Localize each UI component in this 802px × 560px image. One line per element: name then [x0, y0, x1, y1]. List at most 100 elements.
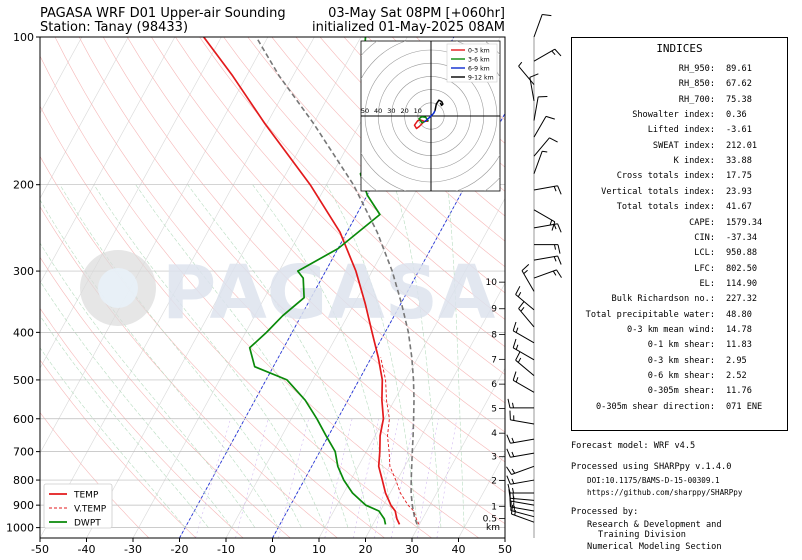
isotherm	[40, 37, 129, 199]
wind-barb	[533, 185, 562, 195]
wind-barb	[509, 410, 535, 425]
mixing-ratio-line	[278, 418, 309, 538]
y-tick-label: 600	[13, 413, 34, 426]
index-value: 11.83	[726, 340, 752, 351]
index-value: -37.34	[726, 232, 758, 243]
moist-adiabat	[40, 242, 256, 528]
processed-by: Processed by:	[571, 507, 639, 517]
wind-barb	[518, 61, 535, 85]
wind-barb	[533, 150, 548, 174]
height-label: 5	[491, 405, 497, 415]
wind-barb	[506, 434, 535, 444]
index-value: 89.61	[726, 64, 752, 74]
mixing-ratio-line	[391, 418, 415, 538]
dry-adiabat	[223, 37, 505, 320]
index-value: 950.88	[726, 248, 758, 259]
index-value: 67.62	[726, 79, 752, 90]
hodograph-ring-label: 50	[361, 107, 369, 115]
mixing-ratio-line	[374, 418, 399, 538]
wind-barb	[533, 223, 562, 233]
moist-adiabat	[447, 184, 465, 528]
height-label: 9	[491, 305, 497, 315]
index-label: Lifted index:	[647, 125, 715, 136]
height-label: 2	[491, 477, 497, 487]
index-label: Cross totals index:	[616, 171, 715, 182]
moist-adiabat	[40, 199, 279, 528]
index-label: 0-3 km mean wind:	[627, 324, 715, 335]
mixing-ratio-line	[436, 418, 458, 538]
valid-time: 03-May Sat 08PM [+060hr]	[328, 6, 505, 21]
index-label: Vertical totals index:	[601, 186, 715, 197]
hodograph-ring-label: 10	[414, 107, 422, 115]
hodograph-legend-label: 0-3 km	[468, 47, 490, 54]
wind-barb	[533, 115, 555, 138]
hodograph-legend-label: 9-12 km	[468, 74, 494, 81]
index-value: 071 ENE	[726, 401, 763, 412]
wind-barb	[515, 351, 535, 376]
index-value: 0.36	[726, 110, 747, 121]
indices-title: INDICES	[656, 42, 703, 55]
dry-adiabat	[102, 37, 505, 463]
hodograph-legend-label: 6-9 km	[468, 65, 490, 72]
index-value: 48.80	[726, 309, 752, 320]
dry-adiabat	[40, 55, 480, 538]
legend-label: TEMP	[73, 491, 99, 501]
index-label: CAPE:	[689, 217, 715, 228]
dry-adiabat	[175, 37, 505, 375]
height-label: 6	[491, 380, 497, 390]
index-value: 17.75	[726, 171, 752, 182]
dry-adiabat	[127, 37, 505, 433]
x-tick-label: 30	[405, 543, 419, 556]
x-tick-label: -50	[31, 543, 49, 556]
x-tick-label: 50	[498, 543, 512, 556]
model-label: Forecast model: WRF v4.5	[571, 441, 696, 451]
moist-adiabat	[187, 184, 372, 528]
hodograph-trace	[413, 119, 429, 130]
profile-parcel	[255, 37, 418, 525]
wind-barb	[506, 475, 535, 485]
legend-box	[43, 483, 113, 529]
x-tick-label: 20	[359, 543, 373, 556]
legend-label: DWPT	[74, 519, 101, 529]
index-label: RH_950:	[678, 64, 715, 74]
mixing-ratio-line	[353, 418, 380, 538]
wind-barb	[534, 244, 561, 254]
wind-barb	[518, 300, 535, 328]
wind-barb	[506, 465, 535, 475]
x-tick-label: -10	[217, 543, 235, 556]
dry-adiabat	[40, 155, 385, 538]
wind-barb	[533, 209, 556, 231]
division-line1: Research & Development and	[587, 520, 722, 530]
wind-barb	[533, 137, 558, 157]
moist-adiabat	[135, 184, 349, 528]
index-label: LCL:	[694, 248, 715, 259]
station-label: Station: Tanay (98433)	[40, 20, 189, 35]
profile-temp	[203, 37, 401, 525]
chart-title: PAGASA WRF D01 Upper-air Sounding	[40, 6, 286, 21]
y-tick-label: 400	[13, 326, 34, 339]
wind-barb	[507, 398, 534, 409]
dry-adiabat	[54, 37, 505, 525]
index-value: 2.95	[726, 355, 747, 366]
index-label: K index:	[673, 156, 715, 167]
wind-barb	[512, 371, 535, 393]
index-value: 14.78	[726, 324, 752, 335]
processed-using: Processed using SHARPpy v.1.4.0	[571, 462, 732, 472]
isotherm	[504, 537, 505, 538]
y-tick-label: 100	[13, 31, 34, 44]
wind-barb	[529, 73, 539, 102]
index-label: EL:	[699, 278, 715, 289]
height-label: 0.5	[483, 514, 497, 524]
wind-barb	[507, 483, 534, 494]
isotherm	[0, 37, 35, 538]
index-value: 114.90	[726, 278, 758, 289]
index-value: 212.01	[726, 140, 758, 151]
wind-barb	[512, 321, 535, 344]
dry-adiabat	[78, 37, 505, 493]
dry-adiabat	[295, 37, 505, 242]
wind-barb	[533, 48, 562, 62]
moist-adiabat	[40, 280, 232, 528]
dry-adiabat	[151, 37, 505, 404]
isotherm	[411, 367, 505, 538]
index-value: 11.76	[726, 386, 752, 397]
